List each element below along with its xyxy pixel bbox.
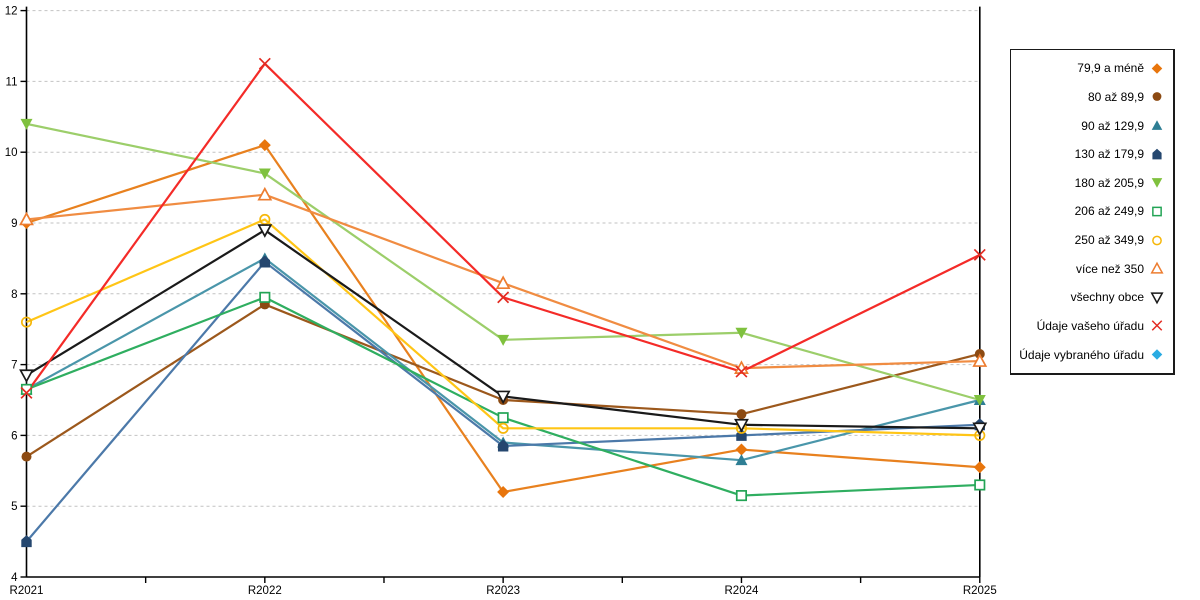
legend-item-90-az-129-9: 90 až 129,9 [1015,113,1165,139]
x-tick-label: R2022 [248,585,282,597]
series-lines [25,62,981,543]
legend-item-130-az-179-9: 130 až 179,9 [1015,141,1165,167]
legend-label-90-az-129-9: 90 až 129,9 [1081,118,1144,133]
legend-label-130-az-179-9: 130 až 179,9 [1074,147,1144,162]
legend-label-79-9-a-mene: 79,9 a méně [1077,61,1144,76]
legend-label-udaje-vaseho-uradu: Údaje vašeho úřadu [1036,318,1144,333]
legend-item-250-az-349-9: 250 až 349,9 [1015,227,1165,253]
x-tick-label: R2023 [486,585,520,597]
series-markers [19,57,988,548]
gridlines [26,10,980,507]
line-chart: 4 5 6 7 8 9 10 11 12 R2021 R2022 R2023 R2024 R2025 [5,6,997,597]
y-tick-label: 9 [11,218,17,230]
series-markers-180-az-205-9 [20,118,986,406]
y-tick-label: 4 [11,572,18,584]
series-markers-udaje-vaseho-uradu [20,57,986,399]
vice-nez-350-legend-marker-icon [1150,261,1164,274]
250-az-349-9-legend-marker-icon [1152,235,1162,245]
y-tick-label: 11 [6,76,18,88]
legend-label-206-az-249-9: 206 až 249,9 [1074,204,1144,219]
udaje-vybraneho-uradu-legend-marker-icon [1151,349,1163,360]
series-markers-250-az-349-9 [20,213,986,441]
x-tick-label: R2024 [725,585,759,597]
legend-item-udaje-vaseho-uradu: Údaje vašeho úřadu [1015,313,1165,339]
vsechny-obce-legend-marker-icon [1150,292,1164,305]
legend-label-250-az-349-9: 250 až 349,9 [1074,233,1144,248]
legend-item-180-az-205-9: 180 až 205,9 [1015,170,1165,196]
series-line-180-az-205-9 [26,122,981,402]
y-tick-label: 5 [11,501,17,513]
130-az-179-9-legend-marker-icon [1152,148,1162,160]
series-markers-vsechny-obce [19,224,988,437]
x-tick-label: R2021 [10,585,44,597]
udaje-vaseho-uradu-legend-marker-icon [1151,320,1163,332]
legend-label-80-az-89-9: 80 až 89,9 [1087,89,1144,104]
legend-item-206-az-249-9: 206 až 249,9 [1015,198,1165,224]
90-az-129-9-legend-marker-icon [1151,120,1163,130]
y-tick-label: 6 [11,430,17,442]
206-az-249-9-legend-marker-icon [1152,206,1162,217]
legend-item-80-az-89-9: 80 až 89,9 [1015,84,1165,110]
80-az-89-9-legend-marker-icon [1152,92,1162,102]
legend-label-vsechny-obce: všechny obce [1070,290,1144,305]
79-9-a-mene-legend-marker-icon [1151,63,1163,74]
series-line-250-az-349-9 [26,218,980,437]
legend-item-vice-nez-350: více než 350 [1015,256,1165,282]
180-az-205-9-legend-marker-icon [1151,178,1163,189]
x-tick-label: R2025 [963,585,997,597]
legend-label-180-az-205-9: 180 až 205,9 [1074,175,1144,190]
chart-legend: 79,9 a méně 80 až 89,9 90 až 129,9 130 až 1… [1010,49,1175,375]
y-tick-label: 12 [5,6,18,18]
y-tick-label: 8 [11,289,17,301]
legend-item-vsechny-obce: všechny obce [1015,284,1165,310]
y-tick-label: 10 [5,147,18,159]
legend-label-udaje-vybraneho-uradu: Údaje vybraného úřadu [1019,347,1144,362]
axes: 4 5 6 7 8 9 10 11 12 R2021 R2022 R2023 R2024 R2025 [5,6,997,597]
legend-item-udaje-vybraneho-uradu: Údaje vybraného úřadu [1015,342,1165,368]
y-tick-label: 7 [11,360,17,372]
legend-label-vice-nez-350: více než 350 [1075,261,1144,276]
legend-item-79-9-a-mene: 79,9 a méně [1015,55,1165,81]
